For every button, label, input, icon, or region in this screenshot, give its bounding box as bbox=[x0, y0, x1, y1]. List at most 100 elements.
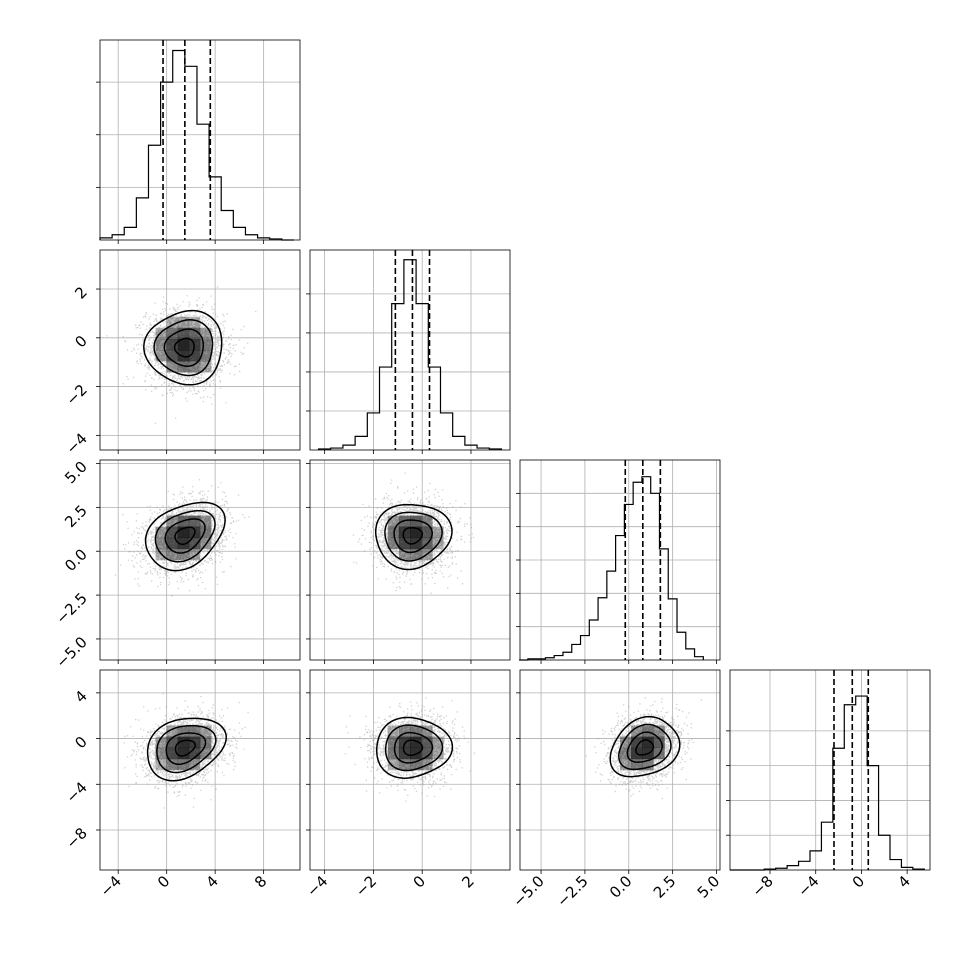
density-cell bbox=[200, 338, 212, 351]
y-tick-label: 0 bbox=[71, 733, 90, 752]
density-cell bbox=[620, 736, 632, 749]
contour-line bbox=[609, 715, 681, 778]
density-cell bbox=[200, 350, 212, 362]
density-cell bbox=[166, 758, 179, 771]
density-cell bbox=[421, 725, 433, 737]
x-tick-label: 4 bbox=[203, 872, 222, 891]
histogram-step bbox=[99, 49, 294, 241]
density-cell bbox=[177, 747, 190, 760]
density-cell bbox=[410, 758, 422, 771]
density-cell bbox=[200, 526, 212, 539]
y-tick-label: −2 bbox=[62, 381, 90, 409]
density-cell bbox=[166, 515, 179, 527]
density-cell bbox=[155, 747, 167, 760]
density-cell bbox=[398, 526, 411, 539]
density-cell bbox=[387, 537, 400, 550]
contour-line bbox=[384, 511, 443, 562]
density-cell bbox=[421, 747, 433, 760]
density-cell bbox=[642, 725, 654, 737]
density-cell bbox=[177, 350, 190, 362]
density-layer bbox=[100, 460, 300, 660]
contour-line bbox=[146, 717, 227, 782]
x-tick-label: 2 bbox=[458, 872, 477, 891]
density-cell bbox=[155, 526, 167, 539]
density-panel-3-1 bbox=[96, 460, 300, 664]
density-cell bbox=[432, 747, 444, 760]
contour-line bbox=[156, 724, 217, 774]
density-cell bbox=[177, 316, 190, 329]
density-panel-3-2 bbox=[306, 460, 510, 664]
y-tick-label: −4 bbox=[62, 778, 90, 806]
histogram-panel-4 bbox=[726, 670, 930, 874]
x-tick-label: 0 bbox=[849, 872, 868, 891]
x-tick-label: −4 bbox=[303, 872, 331, 900]
contour-line bbox=[144, 501, 226, 572]
density-cell bbox=[155, 338, 167, 351]
contour-line bbox=[174, 526, 196, 545]
density-panel-4-3 bbox=[516, 670, 720, 874]
density-cell bbox=[166, 725, 179, 737]
histogram-panel-3 bbox=[516, 460, 720, 664]
y-tick-label: −5.0 bbox=[52, 633, 90, 671]
contour-line bbox=[163, 328, 205, 367]
density-cell bbox=[653, 736, 665, 749]
density-cell bbox=[432, 736, 444, 749]
y-tick-label: 5.0 bbox=[61, 458, 91, 488]
density-layer bbox=[310, 670, 510, 870]
density-cell bbox=[410, 736, 422, 749]
contour-line bbox=[143, 309, 223, 386]
density-cell bbox=[410, 725, 422, 737]
contour-line bbox=[635, 739, 655, 756]
contour-line bbox=[374, 503, 453, 571]
contour-line bbox=[402, 739, 424, 757]
x-tick-label: 5.0 bbox=[694, 872, 724, 902]
density-cell bbox=[188, 758, 201, 771]
contour-line bbox=[153, 319, 214, 377]
density-cell bbox=[642, 758, 654, 771]
histogram-step bbox=[317, 259, 503, 450]
density-cell bbox=[166, 327, 179, 340]
x-tick-label: 2.5 bbox=[650, 872, 680, 902]
density-cell bbox=[166, 747, 179, 760]
x-tick-label: 0.0 bbox=[606, 872, 636, 902]
density-cell bbox=[177, 526, 190, 539]
x-tick-label: −5.0 bbox=[509, 872, 547, 910]
density-cell bbox=[166, 537, 179, 550]
density-cell bbox=[642, 736, 654, 749]
density-cell bbox=[410, 526, 422, 539]
density-cell bbox=[155, 736, 167, 749]
density-cell bbox=[421, 526, 433, 539]
histogram-step bbox=[730, 695, 925, 871]
density-cell bbox=[166, 526, 179, 539]
panel-frame bbox=[99, 669, 301, 871]
density-layer bbox=[100, 670, 300, 870]
density-cell bbox=[188, 548, 201, 561]
density-cell bbox=[631, 725, 643, 737]
panel-frame bbox=[99, 459, 301, 661]
density-cell bbox=[177, 758, 190, 771]
panel-frame bbox=[309, 669, 511, 871]
density-cell bbox=[631, 758, 643, 771]
y-tick-label: 0.0 bbox=[61, 545, 91, 575]
x-tick-label: −4 bbox=[97, 872, 125, 900]
density-cell bbox=[631, 736, 643, 749]
density-cell bbox=[620, 758, 632, 771]
density-layer bbox=[520, 670, 720, 870]
panel-frame bbox=[99, 249, 301, 451]
density-cell bbox=[398, 537, 411, 550]
density-cell bbox=[387, 736, 400, 749]
contour-line bbox=[626, 731, 663, 763]
y-tick-label: −2.5 bbox=[52, 589, 90, 627]
contour-line bbox=[402, 526, 424, 545]
x-tick-label: −2.5 bbox=[553, 872, 591, 910]
density-cell bbox=[387, 515, 400, 527]
contour-line bbox=[375, 716, 454, 779]
density-cell bbox=[421, 515, 433, 527]
contour-line bbox=[154, 509, 216, 563]
density-cell bbox=[398, 736, 411, 749]
x-tick-label: 0 bbox=[154, 872, 173, 891]
panel-frame bbox=[729, 669, 931, 871]
contour-line bbox=[165, 732, 207, 765]
x-tick-label: −8 bbox=[748, 872, 776, 900]
density-cell bbox=[177, 548, 190, 561]
